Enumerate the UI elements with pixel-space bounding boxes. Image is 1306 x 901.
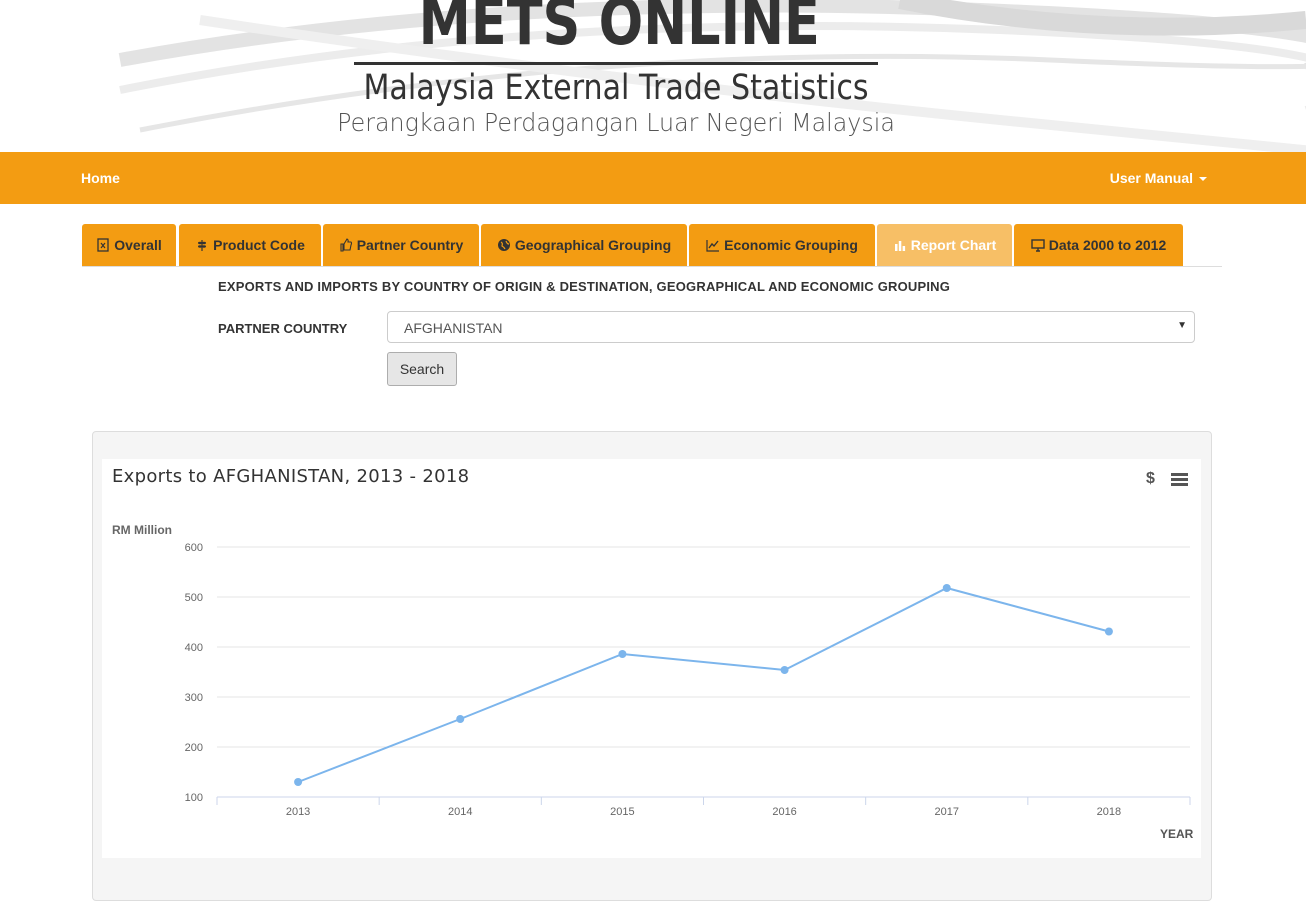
y-tick-label: 500 bbox=[185, 592, 203, 604]
tab-label: Partner Country bbox=[356, 237, 464, 253]
data-point[interactable] bbox=[456, 715, 465, 723]
partner-country-label: PARTNER COUNTRY bbox=[218, 321, 348, 336]
header-banner: METS ONLINE Malaysia External Trade Stat… bbox=[0, 0, 1306, 152]
x-axis-title: YEAR bbox=[1160, 827, 1194, 841]
x-tick-label: 2017 bbox=[935, 806, 959, 818]
partner-country-value: AFGHANISTAN bbox=[404, 320, 503, 336]
data-point[interactable] bbox=[1104, 627, 1113, 636]
tab-data-2000-2012[interactable]: Data 2000 to 2012 bbox=[1014, 224, 1183, 266]
tab-label: Geographical Grouping bbox=[514, 237, 672, 253]
y-tick-label: 600 bbox=[185, 542, 203, 554]
nav-home-link[interactable]: Home bbox=[81, 170, 120, 186]
site-subtitle-english: Malaysia External Trade Statistics bbox=[363, 68, 869, 108]
tab-partner-country[interactable]: Partner Country bbox=[323, 224, 479, 266]
tab-geographical-grouping[interactable]: Geographical Grouping bbox=[481, 224, 687, 266]
caret-down-icon bbox=[1199, 177, 1207, 182]
tab-label: Overall bbox=[114, 237, 162, 253]
user-manual-label: User Manual bbox=[1109, 170, 1193, 186]
tab-label: Report Chart bbox=[910, 237, 997, 253]
x-tick-label: 2013 bbox=[286, 806, 310, 818]
y-tick-label: 400 bbox=[185, 642, 203, 654]
user-manual-dropdown[interactable]: User Manual bbox=[1110, 170, 1207, 186]
wheat-icon bbox=[198, 240, 207, 251]
currency-button[interactable]: $ bbox=[1146, 470, 1155, 487]
tab-product-code[interactable]: Product Code bbox=[179, 224, 321, 266]
tab-overall[interactable]: Overall bbox=[82, 224, 176, 266]
x-tick-label: 2016 bbox=[772, 806, 796, 818]
site-subtitle-malay: Perangkaan Perdagangan Luar Negeri Malay… bbox=[337, 108, 895, 137]
tab-label: Economic Grouping bbox=[724, 237, 858, 253]
data-point[interactable] bbox=[942, 584, 951, 592]
bar-chart-icon bbox=[894, 241, 905, 251]
tab-report-chart[interactable]: Report Chart bbox=[877, 224, 1012, 266]
y-tick-label: 100 bbox=[185, 792, 203, 804]
tab-economic-grouping[interactable]: Economic Grouping bbox=[689, 224, 875, 266]
data-point[interactable] bbox=[294, 778, 303, 786]
hamburger-menu-icon[interactable] bbox=[1171, 473, 1188, 487]
y-tick-label: 200 bbox=[185, 742, 203, 754]
x-tick-label: 2018 bbox=[1097, 806, 1121, 818]
thumbs-up-icon bbox=[340, 238, 352, 252]
title-divider bbox=[354, 62, 878, 65]
chart-title: Exports to AFGHANISTAN, 2013 - 2018 bbox=[112, 466, 470, 487]
y-axis-title: RM Million bbox=[112, 523, 172, 537]
search-button[interactable]: Search bbox=[387, 352, 457, 386]
x-tick-label: 2014 bbox=[448, 806, 472, 818]
data-point[interactable] bbox=[780, 666, 789, 674]
data-point[interactable] bbox=[618, 650, 627, 658]
monitor-icon bbox=[1031, 239, 1045, 252]
y-tick-label: 300 bbox=[185, 692, 203, 704]
chart-card bbox=[102, 459, 1201, 858]
x-tick-label: 2015 bbox=[610, 806, 634, 818]
line-chart-icon bbox=[706, 240, 720, 252]
report-tabs: Overall Product Code Partner Country Geo… bbox=[82, 224, 1222, 267]
series-line bbox=[297, 586, 1110, 783]
tab-label: Data 2000 to 2012 bbox=[1048, 237, 1167, 253]
section-title: EXPORTS AND IMPORTS BY COUNTRY OF ORIGIN… bbox=[218, 279, 951, 294]
select-arrow-icon: ▼ bbox=[1177, 320, 1187, 331]
tab-label: Product Code bbox=[213, 237, 305, 253]
globe-icon bbox=[497, 239, 510, 251]
top-navbar: Home User Manual bbox=[0, 152, 1306, 204]
site-title: METS ONLINE bbox=[418, 0, 820, 60]
banner-swoosh-graphic bbox=[118, 0, 1306, 152]
file-excel-icon bbox=[97, 238, 109, 252]
partner-country-select[interactable]: AFGHANISTAN ▼ bbox=[387, 311, 1195, 343]
